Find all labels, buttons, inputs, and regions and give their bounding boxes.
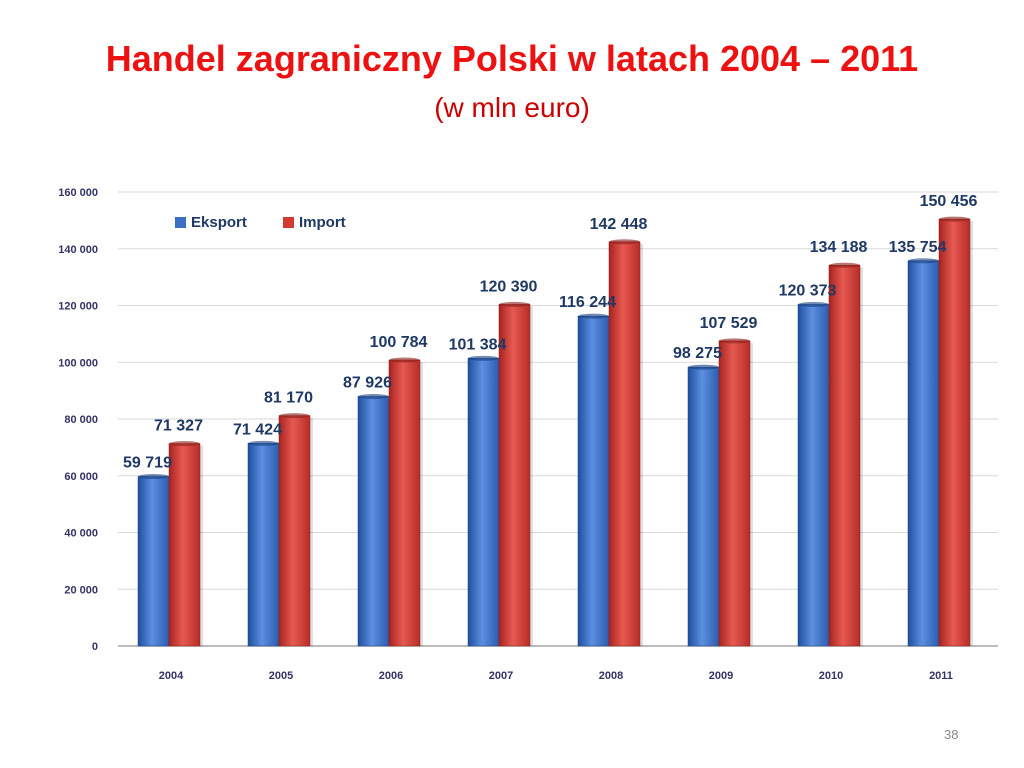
legend: Eksport Import xyxy=(175,214,346,231)
data-label-import-2009: 107 529 xyxy=(700,315,758,332)
x-tick-label: 2005 xyxy=(269,670,293,682)
data-label-import-2010: 134 188 xyxy=(810,239,868,256)
bar-top xyxy=(578,314,609,319)
data-label-eksport-2009: 98 275 xyxy=(673,345,722,362)
bar-import-2007 xyxy=(499,304,530,646)
data-label-import-2008: 142 448 xyxy=(590,216,648,233)
data-label-eksport-2005: 71 424 xyxy=(233,421,282,438)
y-tick-label: 120 000 xyxy=(58,301,98,313)
bar-top xyxy=(169,441,200,446)
page-number: 38 xyxy=(944,727,958,742)
data-label-eksport-2004: 59 719 xyxy=(123,455,172,472)
data-label-eksport-2006: 87 926 xyxy=(343,375,392,392)
data-label-eksport-2011: 135 754 xyxy=(889,239,947,256)
y-tick-label: 60 000 xyxy=(64,471,98,483)
data-label-import-2005: 81 170 xyxy=(264,390,313,407)
legend-label-eksport: Eksport xyxy=(191,214,247,231)
bar-import-2006 xyxy=(389,360,420,646)
bar-top xyxy=(138,474,169,479)
bar-import-2005 xyxy=(279,416,310,646)
bar-import-2010 xyxy=(829,265,860,646)
x-tick-label: 2008 xyxy=(599,670,623,682)
bar-top xyxy=(609,239,640,244)
x-tick-label: 2010 xyxy=(819,670,843,682)
x-tick-label: 2004 xyxy=(159,670,184,682)
y-tick-label: 160 000 xyxy=(58,187,98,199)
bar-top xyxy=(279,413,310,418)
bar-top xyxy=(829,263,860,268)
bar-import-2009 xyxy=(719,341,750,646)
y-tick-label: 20 000 xyxy=(64,584,98,596)
data-label-eksport-2007: 101 384 xyxy=(449,336,507,353)
x-tick-label: 2006 xyxy=(379,670,403,682)
bar-top xyxy=(939,217,970,222)
bar-eksport-2008 xyxy=(578,316,609,646)
x-tick-label: 2011 xyxy=(929,670,953,682)
legend-label-import: Import xyxy=(299,214,346,231)
bar-top xyxy=(798,302,829,307)
bar-top xyxy=(248,441,279,446)
data-label-eksport-2008: 116 244 xyxy=(559,294,616,311)
data-label-import-2006: 100 784 xyxy=(370,334,428,351)
bar-eksport-2010 xyxy=(798,304,829,646)
bar-eksport-2009 xyxy=(688,367,719,646)
data-label-import-2011: 150 456 xyxy=(920,193,978,210)
bar-top xyxy=(389,358,420,363)
x-tick-label: 2009 xyxy=(709,670,733,682)
data-label-import-2004: 71 327 xyxy=(154,418,203,435)
bar-top xyxy=(688,365,719,370)
data-label-import-2007: 120 390 xyxy=(480,278,538,295)
bar-top xyxy=(719,338,750,343)
x-tick-label: 2007 xyxy=(489,670,513,682)
y-tick-label: 100 000 xyxy=(58,357,98,369)
bar-top xyxy=(499,302,530,307)
legend-swatch-import xyxy=(283,217,294,228)
bar-import-2011 xyxy=(939,219,970,646)
bar-top xyxy=(358,394,389,399)
y-tick-label: 0 xyxy=(92,641,98,653)
bar-top xyxy=(908,258,939,263)
bar-eksport-2007 xyxy=(468,358,499,646)
legend-swatch-eksport xyxy=(175,217,186,228)
bar-eksport-2006 xyxy=(358,397,389,646)
bar-eksport-2004 xyxy=(138,477,169,646)
bar-top xyxy=(468,356,499,361)
bar-eksport-2005 xyxy=(248,443,279,646)
bar-eksport-2011 xyxy=(908,261,939,646)
data-label-eksport-2010: 120 373 xyxy=(779,282,837,299)
y-tick-label: 40 000 xyxy=(64,528,98,540)
y-tick-label: 140 000 xyxy=(58,244,98,256)
bar-import-2004 xyxy=(169,444,200,646)
y-tick-label: 80 000 xyxy=(64,414,98,426)
